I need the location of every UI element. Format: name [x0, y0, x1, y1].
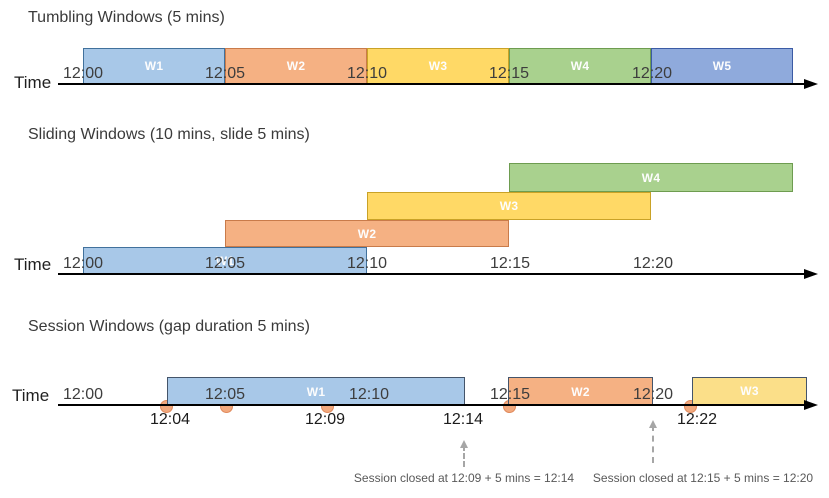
- tumbling-time-axis: [58, 83, 804, 85]
- event-time-1204: 12:04: [149, 411, 191, 428]
- session-tick-1210: 12:10: [348, 386, 390, 403]
- session-close-arrow-2-icon: [649, 420, 657, 463]
- session-closed-annotation-1: Session closed at 12:09 + 5 mins = 12:14: [353, 471, 575, 485]
- window-label: W2: [286, 59, 306, 73]
- session-title: Session Windows (gap duration 5 mins): [28, 318, 310, 335]
- sliding-title: Sliding Windows (10 mins, slide 5 mins): [28, 126, 310, 143]
- event-time-1209: 12:09: [304, 411, 346, 428]
- sliding-tick-1205: 12:05: [204, 255, 246, 272]
- sliding-window-w4: W4: [509, 163, 793, 192]
- window-label: W1: [306, 384, 326, 399]
- session-window-w2: W2: [508, 377, 653, 406]
- window-label: W4: [570, 59, 590, 73]
- session-close-arrow-1-icon: [460, 440, 468, 467]
- tumbling-title: Tumbling Windows (5 mins): [28, 9, 225, 26]
- sliding-tick-1220: 12:20: [632, 255, 674, 272]
- tumbling-tick-1200: 12:00: [62, 65, 104, 82]
- session-window-w1: W1: [167, 377, 465, 406]
- sliding-tick-1200: 12:00: [62, 255, 104, 272]
- event-time-1214: 12:14: [442, 411, 484, 428]
- sliding-window-w3: W3: [367, 192, 651, 220]
- window-label: W2: [571, 384, 590, 399]
- tumbling-window-w3: W3: [367, 48, 509, 84]
- tumbling-axis-arrowhead-icon: [804, 79, 818, 89]
- sliding-time-label: Time: [14, 255, 52, 274]
- tumbling-tick-1220: 12:20: [631, 65, 673, 82]
- sliding-tick-1210: 12:10: [346, 255, 388, 272]
- window-label: W1: [215, 253, 235, 268]
- session-tick-1205: 12:05: [204, 386, 246, 403]
- tumbling-tick-1205: 12:05: [204, 65, 246, 82]
- session-window-w3: W3: [692, 377, 807, 405]
- tumbling-tick-1215: 12:15: [488, 65, 530, 82]
- window-label: W3: [428, 59, 448, 73]
- session-axis-arrowhead-icon: [804, 400, 818, 410]
- tumbling-time-label: Time: [14, 73, 52, 92]
- window-label: W3: [740, 384, 759, 398]
- tumbling-window-w5: W5: [651, 48, 793, 84]
- session-time-label: Time: [12, 386, 50, 405]
- sliding-time-axis: [58, 273, 804, 275]
- session-tick-1200: 12:00: [62, 386, 104, 403]
- tumbling-window-w1: W1: [83, 48, 225, 84]
- event-time-1222: 12:22: [676, 411, 718, 428]
- window-label: W4: [641, 170, 661, 185]
- window-label: W5: [712, 59, 732, 73]
- tumbling-tick-1210: 12:10: [346, 65, 388, 82]
- tumbling-window-w2: W2: [225, 48, 367, 84]
- session-closed-annotation-2: Session closed at 12:15 + 5 mins = 12:20: [592, 471, 814, 485]
- session-tick-1220: 12:20: [632, 386, 674, 403]
- sliding-tick-1215: 12:15: [489, 255, 531, 272]
- window-label: W2: [357, 226, 377, 241]
- sliding-axis-arrowhead-icon: [804, 269, 818, 279]
- window-label: W1: [144, 59, 164, 73]
- sliding-window-w1: W1: [83, 247, 367, 274]
- window-label: W3: [499, 199, 519, 213]
- tumbling-window-w4: W4: [509, 48, 651, 84]
- sliding-window-w2: W2: [225, 220, 509, 247]
- session-tick-1215: 12:15: [489, 386, 531, 403]
- session-time-axis: [58, 404, 804, 406]
